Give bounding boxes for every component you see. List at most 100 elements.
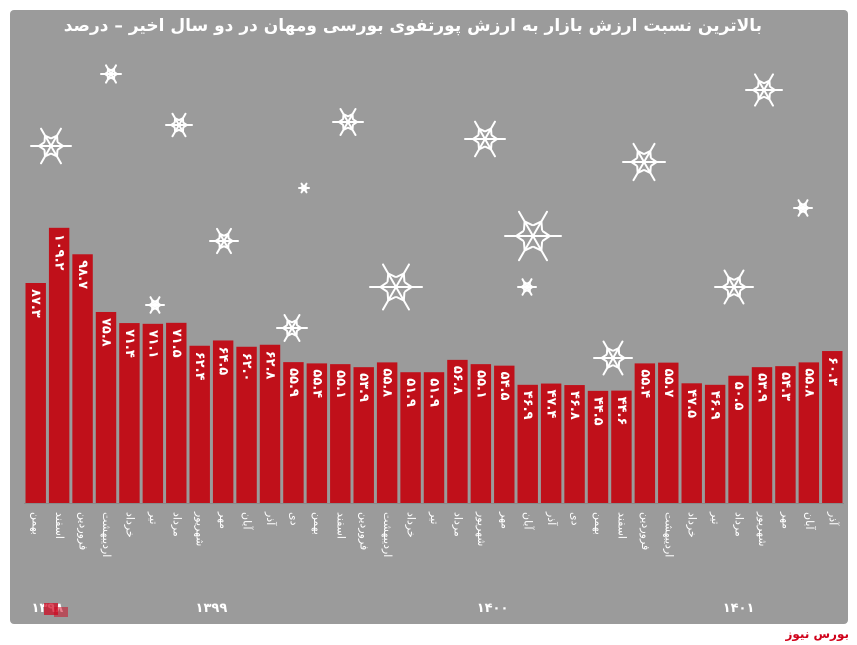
x-tick-label: فروردین [77,512,90,550]
bar-value-label: ۵۱.۹ [427,378,442,407]
bar [95,311,117,503]
x-tick-label: مهر [217,511,230,529]
x-tick-label: آبان [241,512,255,530]
snowflake-icon [145,296,165,314]
bar [166,322,187,503]
x-tick-label: شهریور [194,511,207,546]
bar-value-label: ۵۵.۴ [637,369,652,398]
snowflake-icon [165,112,193,138]
bar-value-label: ۶۲.۴ [192,352,207,381]
snowflake-icon [276,314,308,342]
bar [494,365,515,503]
x-tick-label: تیر [709,511,722,524]
snowflake-icon [593,340,633,376]
bar-value-label: ۵۵.۱ [473,370,488,399]
bars-group: ۸۷.۳ ۱۰۹.۲ ۹۸.۷ ۷۵.۸ ۷۱.۴ ۷۱.۱ ۷۱.۵ ۶۲.۴ ۶۴.۵ ۶۲.… [25,227,843,504]
bar-value-label: ۵۵.۸ [801,368,816,397]
snowflake-decorations [30,64,813,376]
x-tick-label: شهریور [756,511,769,546]
x-tick-label: آذر [545,511,559,526]
x-tick-label: آبان [522,512,536,530]
x-tick-label: بهمن [30,512,43,535]
bar-value-label: ۵۵.۹ [286,368,301,397]
bar-value-label: ۴۴.۶ [614,397,629,426]
bar [798,362,820,503]
chart-title: بالاترین نسبت ارزش بازار به ارزش پورتفوی… [63,16,762,36]
x-tick-label: مهر [779,511,792,529]
bar [658,362,679,503]
snowflake-icon [100,64,122,84]
bar [189,345,210,503]
x-tick-label: فروردین [358,512,371,550]
snowflake-icon [793,199,813,217]
bar [822,351,843,503]
x-tick-label: بهمن [592,512,605,535]
bar [306,363,328,503]
bar [119,323,140,503]
bar-value-label: ۹۸.۷ [75,260,90,289]
bar [751,367,773,503]
x-tick-label: اسفند [334,512,347,539]
x-tick-label: اردیبهشت [381,512,394,557]
x-tick-label: آذر [826,511,840,526]
x-tick-label: اسفند [53,512,66,539]
bar-value-label: ۸۷.۳ [28,289,43,318]
bar [611,390,632,503]
bar [634,363,656,503]
x-tick-label: دی [287,512,300,526]
x-tick-label: مرداد [451,512,464,537]
x-tick-label: آذر [264,511,278,526]
x-tick-label: آبان [803,512,817,530]
bar [704,384,726,503]
snowflake-icon [622,142,666,182]
bar [236,346,257,503]
bar [423,372,445,503]
bar-value-label: ۵۵.۱ [333,370,348,399]
x-tick-label: اردیبهشت [100,512,113,557]
x-tick-label: اردیبهشت [662,512,675,557]
bar [212,340,234,503]
bar [376,362,398,503]
bar-value-label: ۷۵.۸ [99,318,114,347]
x-tick-label: دی [569,512,582,526]
x-tick-label: فروردین [639,512,652,550]
bar [728,375,749,503]
snowflake-icon [209,227,239,255]
bar-value-label: ۷۱.۴ [122,329,137,358]
x-axis: بهمن اسفند فروردین اردیبهشت خرداد تیر مرداد شهر… [24,503,844,616]
bar [540,383,562,503]
bar [353,367,374,503]
snowflake-icon [464,120,506,158]
bar-value-label: ۴۴.۵ [591,397,606,426]
year-group-label: ۱۴۰۰ [477,601,509,616]
bar [259,344,281,503]
bar [775,366,796,503]
x-tick-label: تیر [147,511,160,524]
bar [400,372,421,503]
year-group-label: ۱۳۹۹ [196,601,228,616]
bar-value-label: ۶۲.۸ [263,351,278,380]
x-tick-label: تیر [428,511,441,524]
bar-value-label: ۱۰۹.۲ [52,234,67,271]
x-tick-label: بهمن [311,512,324,535]
chart-frame [10,10,848,624]
snowflake-icon [332,108,364,136]
x-tick-label: اسفند [615,512,628,539]
bar [283,362,304,503]
bar-value-label: ۷۱.۵ [169,329,184,358]
snowflake-icon [30,127,72,165]
bar-value-label: ۵۳.۹ [755,373,770,402]
bar [330,364,351,503]
bar-value-label: ۵۵.۴ [309,369,324,398]
bar-value-label: ۵۵.۸ [380,368,395,397]
bar-value-label: ۴۶.۸ [567,391,582,420]
bar [142,323,164,503]
bar [517,384,538,503]
snowflake-icon [369,263,423,311]
x-tick-label: شهریور [475,511,488,546]
bar [470,364,492,503]
x-tick-label: خرداد [405,512,418,538]
bar-value-label: ۴۶.۹ [520,391,535,420]
bar-value-label: ۵۶.۸ [450,366,465,395]
x-tick-label: مرداد [170,512,183,537]
